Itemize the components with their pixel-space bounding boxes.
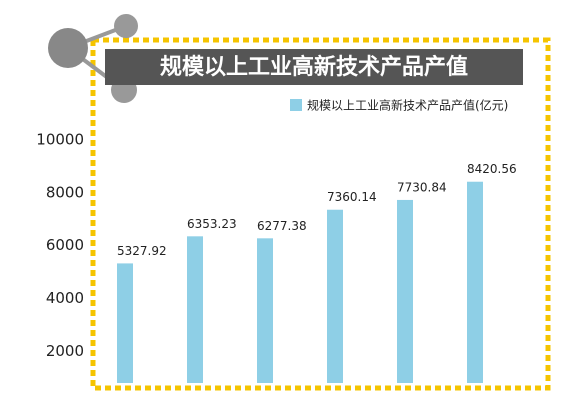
value-label: 7730.84 — [397, 180, 447, 194]
molecule-decoration — [48, 14, 138, 103]
bar — [467, 181, 483, 383]
y-tick-label: 6000 — [46, 236, 84, 254]
frame — [90, 37, 551, 391]
value-label: 7360.14 — [327, 190, 377, 204]
bar — [257, 238, 273, 383]
bar — [117, 263, 133, 383]
value-label: 6277.38 — [257, 219, 307, 233]
y-tick-label: 4000 — [46, 289, 84, 307]
chart-title: 规模以上工业高新技术产品产值 — [160, 54, 468, 80]
bar — [187, 236, 203, 383]
y-tick-label: 2000 — [46, 342, 84, 360]
legend-label: 规模以上工业高新技术产品产值(亿元) — [307, 98, 508, 113]
value-label: 5327.92 — [117, 244, 167, 258]
value-label: 8420.56 — [467, 162, 517, 176]
bar — [397, 199, 413, 383]
y-tick-label: 10000 — [36, 131, 84, 149]
y-tick-label: 8000 — [46, 183, 84, 201]
bar — [327, 209, 343, 383]
legend-swatch — [290, 99, 302, 111]
value-label: 6353.23 — [187, 217, 237, 231]
title-banner — [105, 49, 523, 85]
